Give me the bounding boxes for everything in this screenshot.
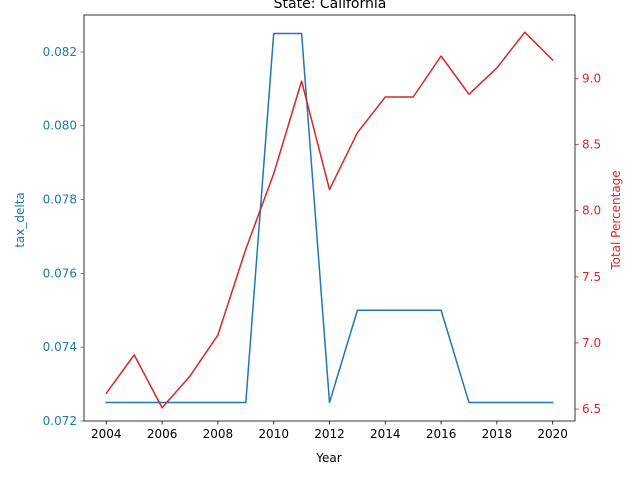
right-y-tick-label: 8.5 bbox=[582, 138, 601, 152]
x-tick-label: 2004 bbox=[91, 427, 122, 441]
right-y-tick-label: 6.5 bbox=[582, 402, 601, 416]
right-y-tick-label: 9.0 bbox=[582, 71, 601, 85]
right-y-axis-label: Total Percentage bbox=[609, 170, 623, 270]
left-y-tick-label: 0.076 bbox=[43, 266, 77, 280]
left-y-tick-label: 0.078 bbox=[43, 193, 77, 207]
x-tick-label: 2008 bbox=[203, 427, 234, 441]
x-tick-label: 2018 bbox=[482, 427, 513, 441]
left-y-tick-label: 0.072 bbox=[43, 414, 77, 428]
x-axis-label: Year bbox=[315, 451, 341, 465]
left-y-tick-label: 0.082 bbox=[43, 45, 77, 59]
left-y-tick-label: 0.080 bbox=[43, 119, 77, 133]
series-line-left bbox=[105, 32, 554, 404]
chart-title: State: California bbox=[274, 0, 387, 12]
x-tick-label: 2014 bbox=[370, 427, 401, 441]
plot-frame bbox=[83, 14, 576, 422]
series-line-right bbox=[105, 31, 554, 409]
x-tick-label: 2020 bbox=[537, 427, 568, 441]
left-y-tick-label: 0.074 bbox=[43, 340, 77, 354]
series-layer bbox=[105, 31, 554, 409]
x-tick-label: 2016 bbox=[426, 427, 457, 441]
x-tick-label: 2010 bbox=[258, 427, 289, 441]
x-tick-label: 2012 bbox=[314, 427, 345, 441]
axes-layer: 2004 2006 2008 2010 2012 2014 2016 2018 2020 0.07… bbox=[43, 14, 601, 441]
right-y-tick-label: 7.0 bbox=[582, 336, 601, 350]
x-tick-label: 2006 bbox=[147, 427, 178, 441]
left-y-axis-label: tax_delta bbox=[13, 192, 27, 248]
right-y-tick-label: 7.5 bbox=[582, 270, 601, 284]
right-y-tick-label: 8.0 bbox=[582, 204, 601, 218]
